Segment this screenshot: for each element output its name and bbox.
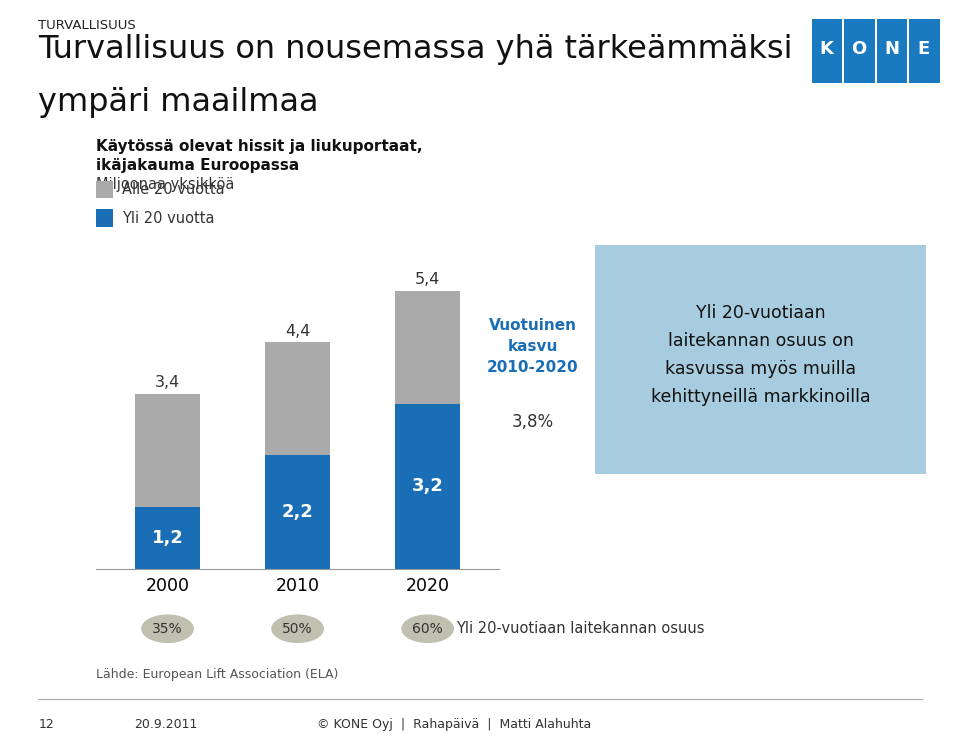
Bar bbox=[876, 19, 907, 83]
Text: 35%: 35% bbox=[153, 622, 182, 636]
Text: O: O bbox=[852, 41, 867, 59]
Text: 4,4: 4,4 bbox=[285, 324, 310, 339]
Text: Turvallisuus on nousemassa yhä tärkeämmäksi: Turvallisuus on nousemassa yhä tärkeämmä… bbox=[38, 34, 793, 65]
Text: 12: 12 bbox=[38, 718, 54, 731]
Text: 5,4: 5,4 bbox=[415, 273, 441, 288]
Text: 3,4: 3,4 bbox=[155, 375, 180, 390]
Text: Yli 20-vuotiaan
laitekannan osuus on
kasvussa myös muilla
kehittyneillä markkino: Yli 20-vuotiaan laitekannan osuus on kas… bbox=[651, 304, 871, 406]
Text: N: N bbox=[884, 41, 900, 59]
FancyBboxPatch shape bbox=[588, 240, 933, 479]
Bar bbox=[265, 456, 330, 569]
Text: 1,2: 1,2 bbox=[152, 529, 183, 547]
Text: Vuotuinen
kasvu
2010-2020: Vuotuinen kasvu 2010-2020 bbox=[487, 318, 579, 375]
Text: © KONE Oyj  |  Rahapäivä  |  Matti Alahuhta: © KONE Oyj | Rahapäivä | Matti Alahuhta bbox=[317, 718, 591, 731]
Text: Yli 20-vuotiaan laitekannan osuus: Yli 20-vuotiaan laitekannan osuus bbox=[456, 621, 705, 636]
Text: ympäri maailmaa: ympäri maailmaa bbox=[38, 87, 319, 117]
Text: K: K bbox=[820, 41, 833, 59]
Text: ikäjakauma Euroopassa: ikäjakauma Euroopassa bbox=[96, 158, 300, 173]
Text: 2,2: 2,2 bbox=[281, 503, 314, 521]
Text: E: E bbox=[918, 41, 930, 59]
Text: Lähde: European Lift Association (ELA): Lähde: European Lift Association (ELA) bbox=[96, 669, 338, 681]
Bar bbox=[265, 343, 330, 456]
Text: 50%: 50% bbox=[282, 622, 313, 636]
Bar bbox=[396, 404, 460, 569]
Bar bbox=[844, 19, 875, 83]
Text: Miljoonaa yksikköä: Miljoonaa yksikköä bbox=[96, 177, 234, 192]
Text: Yli 20 vuotta: Yli 20 vuotta bbox=[122, 211, 214, 226]
Text: 3,8%: 3,8% bbox=[512, 413, 554, 431]
Text: Alle 20 vuotta: Alle 20 vuotta bbox=[122, 182, 225, 197]
Text: TURVALLISUUS: TURVALLISUUS bbox=[38, 19, 136, 32]
Text: 60%: 60% bbox=[412, 622, 443, 636]
Text: 3,2: 3,2 bbox=[412, 477, 444, 495]
Bar bbox=[135, 507, 200, 569]
Bar bbox=[909, 19, 940, 83]
Bar bbox=[135, 394, 200, 507]
Text: Käytössä olevat hissit ja liukuportaat,: Käytössä olevat hissit ja liukuportaat, bbox=[96, 139, 422, 154]
Bar bbox=[812, 19, 842, 83]
Text: 20.9.2011: 20.9.2011 bbox=[134, 718, 198, 731]
Bar bbox=[396, 291, 460, 404]
